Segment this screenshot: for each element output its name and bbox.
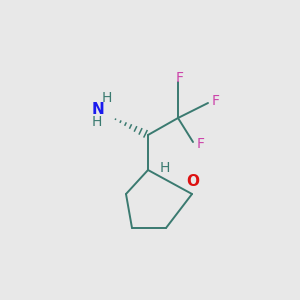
Text: F: F [197,137,205,151]
Text: F: F [176,71,184,85]
Text: N: N [92,103,104,118]
Text: F: F [212,94,220,108]
Text: H: H [102,91,112,105]
Text: H: H [92,115,102,129]
Text: H: H [160,161,170,175]
Text: O: O [187,175,200,190]
